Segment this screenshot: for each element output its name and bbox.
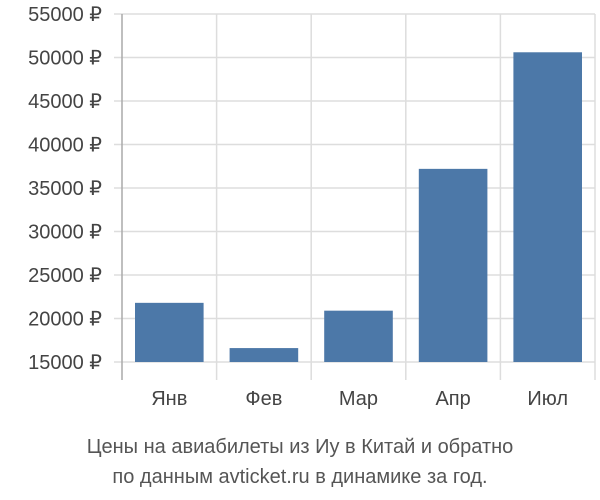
x-tick-label: Мар <box>339 388 378 410</box>
y-tick-label: 35000 ₽ <box>28 178 102 200</box>
x-tick-label: Июл <box>527 388 568 410</box>
y-tick-label: 30000 ₽ <box>28 222 102 244</box>
y-tick-label: 15000 ₽ <box>28 352 102 374</box>
x-tick-label: Фев <box>245 388 282 410</box>
bar-Мар <box>324 310 393 362</box>
bar-Фев <box>229 348 299 362</box>
y-tick-label: 50000 ₽ <box>28 48 102 70</box>
bar-Янв <box>135 302 204 362</box>
x-tick-label: Янв <box>151 388 187 410</box>
y-tick-label: 40000 ₽ <box>28 135 102 157</box>
chart-caption-line-1: Цены на авиабилеты из Иу в Китай и обрат… <box>87 436 514 458</box>
x-tick-label: Апр <box>435 388 470 410</box>
y-tick-label: 20000 ₽ <box>28 309 102 331</box>
bar-Июл <box>513 52 582 362</box>
y-tick-label: 45000 ₽ <box>28 91 102 113</box>
y-tick-label: 55000 ₽ <box>28 4 102 26</box>
chart-caption-line-2: по данным avticket.ru в динамике за год. <box>112 466 487 488</box>
y-tick-label: 25000 ₽ <box>28 265 102 287</box>
bar-Апр <box>418 168 488 362</box>
